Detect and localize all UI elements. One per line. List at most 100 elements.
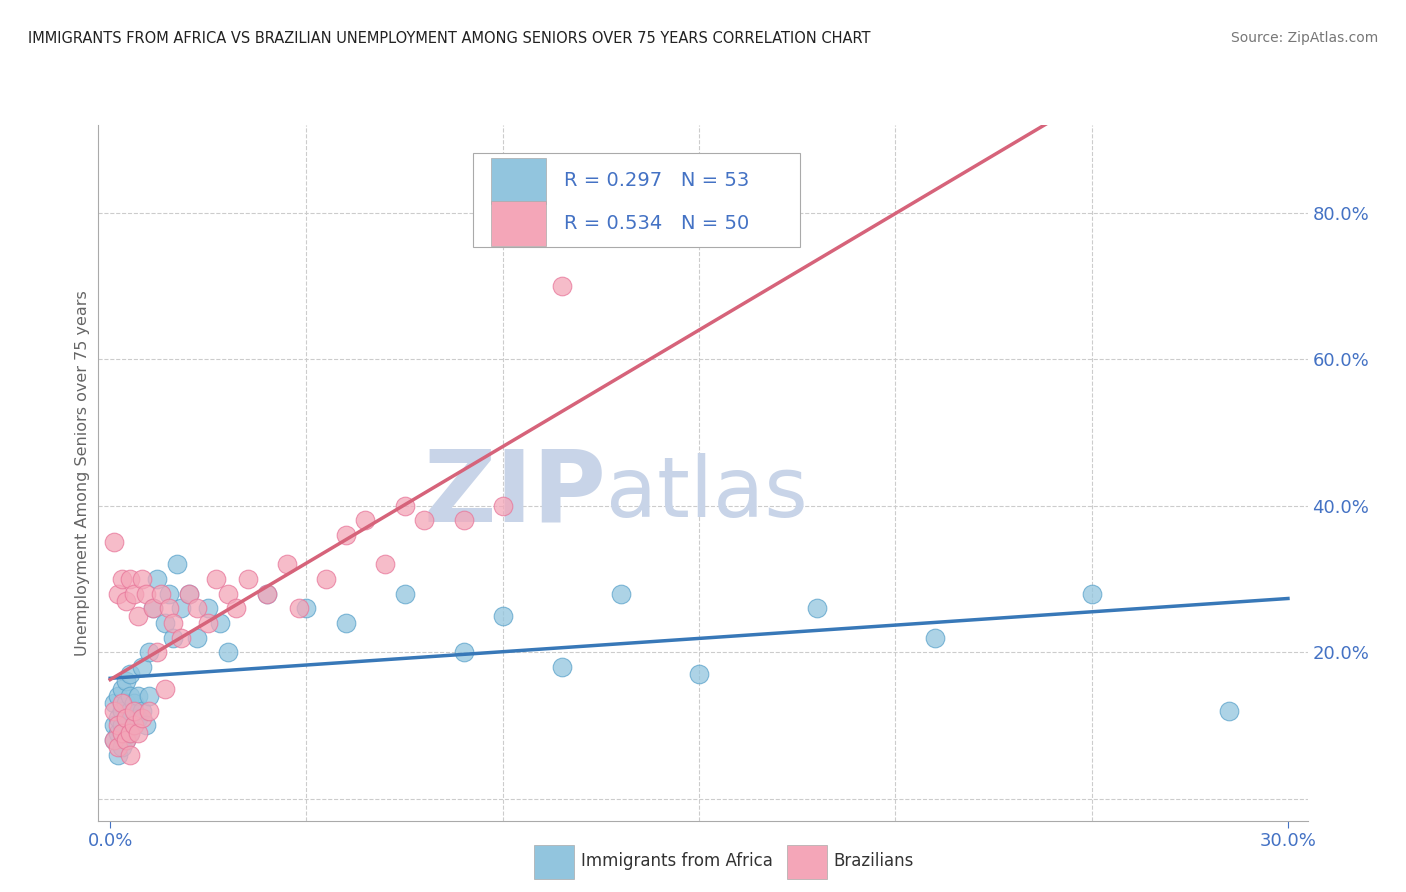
Point	[217, 645, 239, 659]
Point	[107, 711, 129, 725]
Text: IMMIGRANTS FROM AFRICA VS BRAZILIAN UNEMPLOYMENT AMONG SENIORS OVER 75 YEARS COR: IMMIGRANTS FROM AFRICA VS BRAZILIAN UNEM…	[28, 31, 870, 46]
Point	[162, 631, 184, 645]
Point	[118, 572, 141, 586]
FancyBboxPatch shape	[492, 201, 546, 246]
Point	[111, 725, 134, 739]
Point	[131, 572, 153, 586]
Point	[111, 572, 134, 586]
Text: Source: ZipAtlas.com: Source: ZipAtlas.com	[1230, 31, 1378, 45]
Point	[127, 725, 149, 739]
Point	[413, 513, 436, 527]
Point	[115, 711, 138, 725]
Point	[374, 558, 396, 572]
Point	[111, 740, 134, 755]
Point	[609, 586, 631, 600]
Point	[103, 733, 125, 747]
Point	[131, 660, 153, 674]
Point	[209, 615, 232, 630]
Point	[205, 572, 228, 586]
Point	[492, 499, 515, 513]
Point	[111, 718, 134, 732]
Text: atlas: atlas	[606, 453, 808, 534]
Point	[186, 601, 208, 615]
Point	[550, 660, 572, 674]
Point	[394, 499, 416, 513]
Point	[138, 704, 160, 718]
Point	[354, 513, 377, 527]
Point	[111, 697, 134, 711]
Text: R = 0.534   N = 50: R = 0.534 N = 50	[564, 214, 749, 233]
Point	[162, 615, 184, 630]
Point	[122, 718, 145, 732]
Point	[166, 558, 188, 572]
Point	[127, 689, 149, 703]
Point	[111, 704, 134, 718]
Point	[103, 733, 125, 747]
Point	[157, 601, 180, 615]
Point	[107, 586, 129, 600]
Text: ZIP: ZIP	[423, 445, 606, 542]
Point	[103, 697, 125, 711]
Point	[118, 667, 141, 681]
Point	[688, 667, 710, 681]
Point	[550, 279, 572, 293]
Point	[157, 586, 180, 600]
Point	[135, 586, 157, 600]
Point	[103, 718, 125, 732]
Point	[107, 689, 129, 703]
Point	[453, 513, 475, 527]
Point	[115, 674, 138, 689]
Point	[103, 535, 125, 549]
Point	[131, 704, 153, 718]
Point	[256, 586, 278, 600]
Point	[186, 631, 208, 645]
Point	[1080, 586, 1102, 600]
Point	[197, 615, 219, 630]
Point	[118, 704, 141, 718]
Point	[225, 601, 247, 615]
Point	[256, 586, 278, 600]
Point	[115, 711, 138, 725]
Point	[394, 586, 416, 600]
Point	[287, 601, 309, 615]
Point	[170, 601, 193, 615]
Y-axis label: Unemployment Among Seniors over 75 years: Unemployment Among Seniors over 75 years	[75, 290, 90, 656]
Point	[453, 645, 475, 659]
Point	[177, 586, 200, 600]
Point	[924, 631, 946, 645]
Point	[138, 645, 160, 659]
Point	[122, 586, 145, 600]
Point	[335, 615, 357, 630]
Point	[142, 601, 165, 615]
Point	[806, 601, 828, 615]
Point	[127, 608, 149, 623]
Point	[115, 594, 138, 608]
Point	[118, 725, 141, 739]
Point	[135, 718, 157, 732]
Text: R = 0.297   N = 53: R = 0.297 N = 53	[564, 171, 749, 190]
Point	[118, 725, 141, 739]
Point	[122, 718, 145, 732]
Point	[107, 740, 129, 755]
Point	[107, 725, 129, 739]
Point	[107, 747, 129, 762]
Point	[153, 681, 176, 696]
Point	[295, 601, 318, 615]
Point	[131, 711, 153, 725]
Point	[127, 711, 149, 725]
Point	[103, 704, 125, 718]
Point	[146, 572, 169, 586]
Point	[150, 586, 173, 600]
Point	[122, 704, 145, 718]
Point	[197, 601, 219, 615]
Point	[118, 747, 141, 762]
Point	[107, 718, 129, 732]
FancyBboxPatch shape	[492, 158, 546, 203]
Point	[492, 608, 515, 623]
Point	[170, 631, 193, 645]
Point	[315, 572, 337, 586]
Text: Immigrants from Africa: Immigrants from Africa	[581, 852, 772, 870]
FancyBboxPatch shape	[474, 153, 800, 247]
Point	[115, 733, 138, 747]
Point	[122, 697, 145, 711]
